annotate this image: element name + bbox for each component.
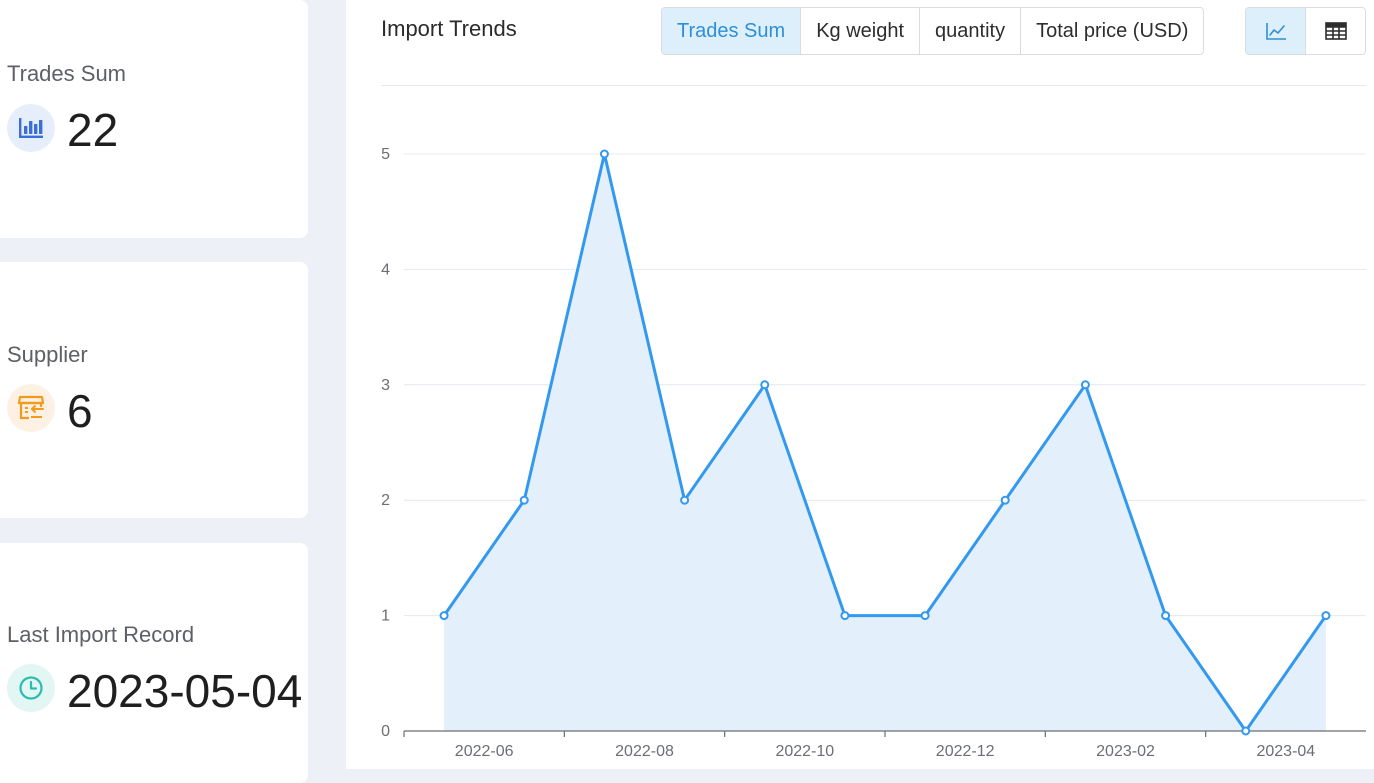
line-chart-view-button[interactable] [1246, 8, 1305, 54]
data-point [1080, 380, 1090, 390]
supplier-card: Supplier 6 [0, 262, 308, 518]
tab-total-price[interactable]: Total price (USD) [1020, 8, 1204, 54]
clock-icon [7, 664, 55, 712]
supplier-value: 6 [67, 385, 93, 437]
y-tick-label: 4 [381, 261, 390, 278]
x-tick-label: 2022-06 [455, 743, 514, 760]
data-point [920, 611, 930, 621]
trades-sum-value: 22 [67, 104, 119, 156]
y-tick-label: 5 [381, 146, 390, 163]
tab-trades-sum[interactable]: Trades Sum [662, 8, 801, 54]
panel-title: Import Trends [381, 16, 517, 41]
table-icon [1324, 22, 1347, 40]
y-tick-label: 2 [381, 492, 390, 509]
trades-sum-card: Trades Sum 22 [0, 0, 308, 238]
metric-tabs: Trades Sum Kg weight quantity Total pric… [661, 7, 1205, 55]
line-chart-icon [1265, 23, 1286, 40]
import-trends-panel: Import Trends Trades Sum Kg weight quant… [346, 0, 1374, 769]
supplier-label: Supplier [7, 342, 88, 367]
x-tick-label: 2022-08 [615, 743, 674, 760]
data-point [1241, 726, 1251, 736]
tab-kg-weight[interactable]: Kg weight [800, 8, 920, 54]
data-point [840, 611, 850, 621]
data-point [680, 495, 690, 505]
x-tick-label: 2023-04 [1256, 743, 1315, 760]
import-trends-chart: 0 1 2 3 4 5 2022-06 2022-08 2022-10 2022-12 2023-0… [381, 146, 1366, 760]
x-tick-label: 2022-12 [936, 743, 995, 760]
view-toggle [1245, 7, 1366, 55]
data-point [1161, 611, 1171, 621]
series-area [444, 154, 1326, 731]
last-import-label: Last Import Record [7, 622, 195, 647]
data-point [760, 380, 770, 390]
y-tick-label: 0 [381, 723, 390, 740]
last-import-card: Last Import Record 2023-05-04 [0, 543, 308, 783]
data-point [439, 611, 449, 621]
panel-divider [381, 85, 1366, 86]
table-view-button[interactable] [1305, 8, 1365, 54]
bar-chart-icon [7, 104, 55, 152]
data-point [1321, 611, 1331, 621]
last-import-value: 2023-05-04 [67, 665, 303, 717]
data-point [599, 149, 609, 159]
tab-quantity[interactable]: quantity [919, 8, 1021, 54]
series-line [442, 152, 1328, 733]
trades-sum-label: Trades Sum [7, 61, 127, 86]
y-tick-label: 1 [381, 608, 390, 625]
data-point [519, 495, 529, 505]
x-tick-label: 2022-10 [775, 743, 834, 760]
storefront-icon [7, 384, 55, 432]
y-tick-label: 3 [381, 377, 390, 394]
data-point [1000, 495, 1010, 505]
x-tick-label: 2023-02 [1096, 743, 1155, 760]
